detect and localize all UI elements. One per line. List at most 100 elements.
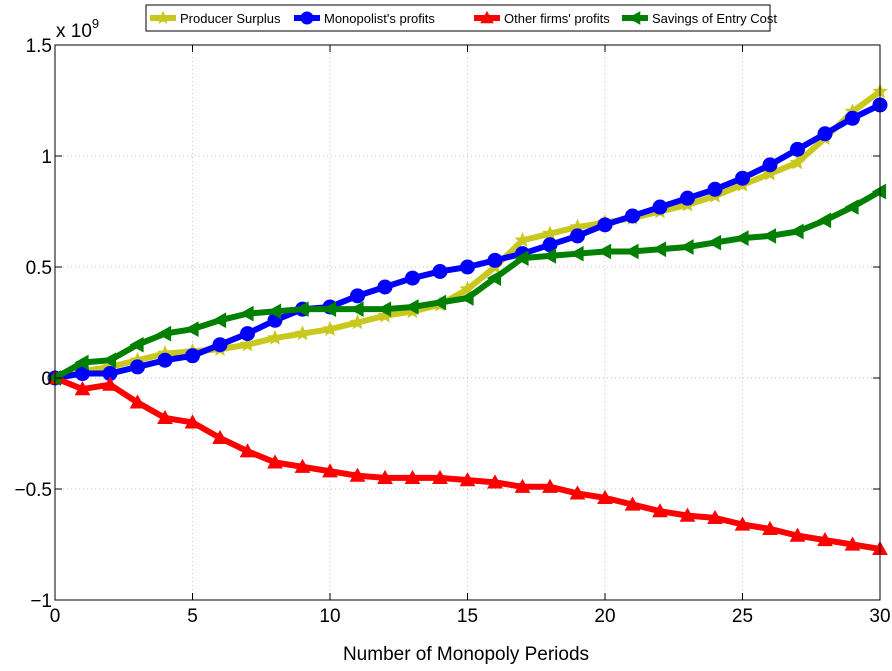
data-point	[486, 270, 502, 286]
data-point	[734, 516, 751, 531]
data-point	[322, 463, 338, 478]
data-point	[459, 290, 474, 306]
data-point	[597, 217, 613, 233]
data-point	[762, 157, 778, 173]
data-point	[74, 381, 91, 396]
data-point	[761, 228, 777, 244]
x-tick-label: 25	[732, 606, 753, 627]
x-tick-label: 10	[319, 606, 340, 627]
data-point	[789, 223, 804, 240]
data-point	[74, 354, 89, 371]
x-tick-label: 0	[50, 606, 61, 627]
data-point	[816, 212, 832, 229]
data-point	[569, 485, 586, 500]
x-tick-label: 5	[187, 606, 198, 627]
data-point	[597, 489, 613, 504]
data-point	[350, 288, 365, 304]
x-axis-label: Number of Monopoly Periods	[343, 644, 589, 665]
data-point	[652, 503, 668, 518]
data-point	[651, 241, 667, 258]
plot-frame	[54, 44, 881, 601]
legend-item: Other firms' profits	[474, 10, 610, 26]
data-point	[817, 532, 833, 547]
data-point	[652, 199, 668, 215]
data-point	[844, 536, 861, 551]
y-tick-label: 1.5	[26, 36, 52, 57]
data-point	[789, 154, 806, 170]
data-point	[459, 280, 476, 296]
data-point	[266, 303, 282, 320]
data-point	[762, 165, 778, 181]
grid-lines	[54, 44, 881, 601]
data-point	[596, 243, 612, 260]
legend-swatch-marker	[480, 10, 494, 24]
data-point	[349, 467, 366, 482]
y-tick-label: 0.5	[26, 258, 52, 279]
data-point	[487, 252, 503, 268]
legend-box	[145, 4, 771, 32]
data-point	[102, 376, 118, 391]
legend: Producer Surplus Monopolist's profits Othe…	[145, 4, 777, 32]
data-point	[240, 326, 255, 342]
data-point	[129, 394, 146, 409]
data-point	[432, 469, 448, 484]
data-point	[321, 301, 337, 318]
legend-label: Monopolist's profits	[324, 11, 435, 26]
y-multiplier-base: x 10	[56, 21, 92, 42]
data-point	[130, 359, 145, 375]
data-point	[157, 409, 173, 425]
data-point	[844, 199, 859, 215]
data-point	[267, 329, 283, 345]
series-line	[53, 375, 881, 552]
data-point	[212, 337, 228, 353]
data-point	[541, 248, 557, 264]
data-point	[735, 170, 750, 186]
data-point	[514, 232, 531, 248]
y-tick-labels: −1 −0.5 0 0.5 1 1.5	[14, 36, 52, 612]
data-point	[789, 527, 806, 542]
data-point	[404, 299, 419, 315]
data-point	[239, 305, 254, 322]
x-tick-labels: 0 5 10 15 20 25 30	[50, 606, 891, 627]
data-point	[625, 208, 640, 224]
y-multiplier-exponent: 9	[92, 16, 99, 31]
data-point	[514, 250, 529, 266]
legend-label: Savings of Entry Cost	[652, 11, 777, 26]
data-point	[707, 181, 723, 197]
data-point	[706, 234, 722, 251]
data-point	[157, 352, 173, 368]
data-point	[762, 520, 778, 536]
data-point	[404, 469, 421, 484]
data-point	[376, 301, 392, 318]
data-point	[212, 429, 228, 445]
data-point	[431, 294, 447, 311]
data-point	[239, 336, 256, 352]
legend-item: Monopolist's profits	[294, 11, 435, 26]
data-point	[570, 228, 585, 244]
legend-swatch-marker	[627, 11, 641, 25]
data-point	[487, 474, 503, 489]
data-point	[294, 325, 311, 341]
data-point	[294, 458, 311, 473]
data-point	[101, 352, 117, 369]
legend-swatch-marker	[156, 10, 170, 24]
y-tick-label: 0	[41, 369, 52, 390]
data-point	[679, 507, 696, 522]
data-point	[734, 230, 749, 246]
data-point	[239, 443, 256, 458]
y-tick-label: −0.5	[14, 480, 52, 501]
legend-label: Other firms' profits	[504, 11, 610, 26]
legend-item: Producer Surplus	[150, 10, 281, 26]
data-point	[514, 478, 531, 493]
data-point	[542, 478, 558, 493]
data-point	[459, 472, 476, 487]
x-tick-label: 15	[457, 606, 478, 627]
data-point	[211, 312, 227, 329]
data-point	[322, 320, 338, 336]
tick-marks	[54, 44, 881, 601]
data-point	[184, 414, 201, 429]
series-layer	[46, 83, 888, 556]
data-point	[871, 183, 887, 200]
data-point	[460, 259, 475, 275]
